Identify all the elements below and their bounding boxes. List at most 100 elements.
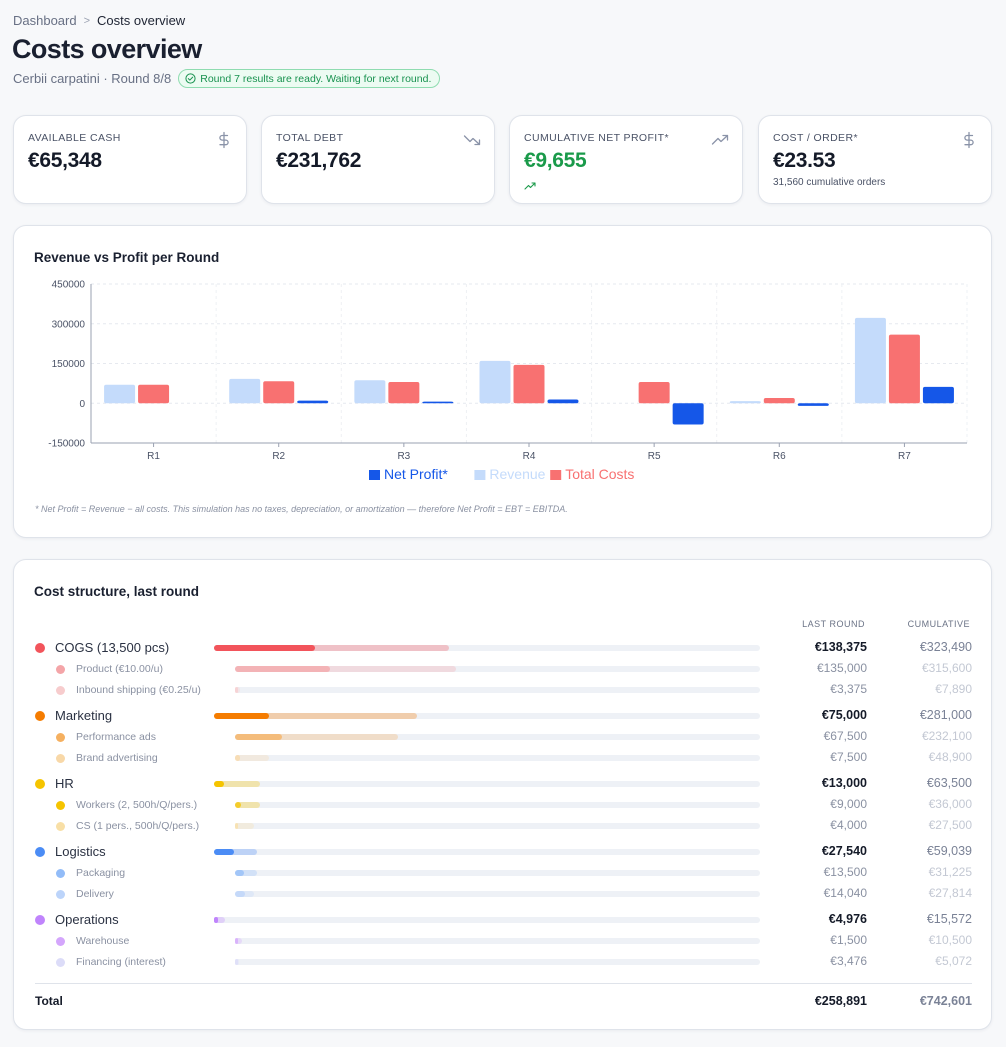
cost-last-round-value: €138,375: [814, 640, 867, 654]
cost-cumulative-value: €36,000: [928, 797, 972, 811]
column-header-cumulative: CUMULATIVE: [907, 619, 970, 629]
cost-subrow-2-0: Workers (2, 500h/Q/pers.) €9,000 €36,000: [14, 796, 993, 814]
cost-bar-cumulative: [214, 849, 257, 855]
check-circle-icon: [185, 73, 196, 84]
cost-bar-last-round: [235, 870, 245, 876]
cost-cumulative-value: €5,072: [935, 954, 972, 968]
bar-net-profit-r7: [922, 386, 954, 404]
x-tick-label: R2: [272, 451, 285, 462]
cost-last-round-value: €135,000: [816, 661, 867, 675]
kpi-value: €231,762: [276, 149, 362, 172]
cost-cumulative-value: €15,572: [926, 912, 972, 926]
bar-revenue-r1: [104, 384, 136, 404]
cost-bar-track: [235, 734, 760, 740]
cost-cumulative-value: €232,100: [921, 729, 972, 743]
dollar-icon: [219, 131, 229, 149]
cost-bar-track: [235, 666, 760, 672]
total-last-round: €258,891: [814, 994, 867, 1008]
bar-net-profit-r5: [672, 403, 704, 425]
total-label: Total: [35, 994, 63, 1008]
bar-total-costs-r5: [638, 382, 670, 404]
cost-last-round-value: €67,500: [823, 729, 867, 743]
cost-last-round-value: €14,040: [823, 886, 867, 900]
legend-dot-icon: [56, 958, 65, 967]
legend-label: Revenue: [489, 466, 545, 482]
legend-swatch-icon: [474, 470, 486, 480]
status-text: Round 7 results are ready. Waiting for n…: [200, 72, 432, 85]
cost-bar-cumulative: [235, 870, 258, 876]
legend-dot-icon: [56, 686, 65, 695]
kpi-value: €9,655: [524, 149, 587, 172]
cost-bar-cumulative: [214, 917, 226, 923]
kpi-label: CUMULATIVE NET PROFIT*: [524, 132, 669, 144]
cost-last-round-value: €4,976: [828, 912, 867, 926]
cost-last-round-value: €75,000: [821, 708, 867, 722]
cost-bar-track: [235, 823, 760, 829]
cost-cumulative-value: €10,500: [928, 933, 972, 947]
cost-bar-track: [235, 870, 760, 876]
cost-cumulative-value: €59,039: [926, 844, 972, 858]
breadcrumb-dashboard-link[interactable]: Dashboard: [13, 13, 77, 28]
bar-net-profit-r6: [797, 403, 829, 406]
cost-structure-title: Cost structure, last round: [34, 584, 200, 599]
cost-subrow-4-0: Warehouse €1,500 €10,500: [14, 932, 993, 950]
cost-bar-track: [235, 938, 760, 944]
cost-bar-last-round: [235, 734, 283, 740]
cost-bar-cumulative: [235, 755, 270, 761]
bar-net-profit-r3: [422, 401, 454, 404]
cost-bar-track: [235, 959, 760, 965]
cost-bar-last-round: [235, 755, 241, 761]
cost-bar-last-round: [214, 713, 269, 719]
cost-group-row-4: Operations €4,976 €15,572: [14, 911, 993, 929]
cost-bar-track: [214, 645, 760, 651]
legend-dot-icon: [35, 643, 45, 653]
page-title: Costs overview: [12, 34, 202, 64]
cost-structure-card: Cost structure, last round LAST ROUND CU…: [13, 559, 992, 1030]
cost-subrow-3-1: Delivery €14,040 €27,814: [14, 885, 993, 903]
trend-up-icon: [711, 134, 729, 145]
y-tick-label: -150000: [48, 439, 85, 450]
kpi-label: TOTAL DEBT: [276, 132, 344, 144]
cost-cumulative-value: €27,500: [928, 818, 972, 832]
revenue-profit-chart: 450000 300000 150000 0 -150000 R1 R2 R3 R4 R5 R6 R7…: [48, 280, 968, 482]
legend-label: Total Costs: [565, 466, 634, 482]
legend-dot-icon: [35, 847, 45, 857]
cost-bar-cumulative: [235, 938, 243, 944]
breadcrumb: Dashboard > Costs overview: [13, 13, 185, 28]
cost-bar-track: [235, 891, 760, 897]
chart-footnote: * Net Profit = Revenue − all costs. This…: [35, 504, 568, 514]
cost-item-label: Financing (interest): [76, 956, 166, 968]
cost-subrow-4-1: Financing (interest) €3,476 €5,072: [14, 953, 993, 971]
cost-subrow-2-1: CS (1 pers., 500h/Q/pers.) €4,000 €27,500: [14, 817, 993, 835]
cost-bar-cumulative: [214, 713, 418, 719]
page-subtitle: Cerbii carpatini · Round 8/8: [13, 71, 172, 86]
bar-net-profit-r2: [297, 400, 329, 404]
cost-bar-track: [235, 687, 760, 693]
cost-item-label: Inbound shipping (€0.25/u): [76, 684, 201, 696]
cost-item-label: Delivery: [76, 888, 114, 900]
x-tick-label: R5: [648, 451, 661, 462]
legend-label: Net Profit*: [384, 466, 448, 482]
cost-bar-last-round: [235, 959, 238, 965]
legend-dot-icon: [56, 937, 65, 946]
kpi-card-cumulative-net-profit: CUMULATIVE NET PROFIT* €9,655: [509, 115, 743, 204]
cost-subrow-0-0: Product (€10.00/u) €135,000 €315,600: [14, 660, 993, 678]
y-tick-label: 300000: [52, 319, 86, 330]
cost-subrow-0-1: Inbound shipping (€0.25/u) €3,375 €7,890: [14, 681, 993, 699]
bar-total-costs-r1: [138, 384, 170, 404]
y-tick-label: 450000: [52, 280, 86, 291]
cost-item-label: Performance ads: [76, 731, 156, 743]
dollar-icon: [964, 131, 974, 149]
cost-last-round-value: €7,500: [830, 750, 867, 764]
cost-group-label: COGS (13,500 pcs): [55, 640, 170, 655]
cost-subrow-1-0: Performance ads €67,500 €232,100: [14, 728, 993, 746]
x-tick-label: R7: [898, 451, 911, 462]
cost-group-row-3: Logistics €27,540 €59,039: [14, 843, 993, 861]
bar-total-costs-r6: [763, 397, 795, 404]
chart-title: Revenue vs Profit per Round: [34, 250, 220, 265]
cost-cumulative-value: €63,500: [926, 776, 972, 790]
bar-net-profit-r4: [547, 399, 579, 404]
x-tick-label: R1: [147, 451, 160, 462]
cost-last-round-value: €3,375: [830, 682, 867, 696]
cost-group-label: Marketing: [55, 708, 113, 723]
